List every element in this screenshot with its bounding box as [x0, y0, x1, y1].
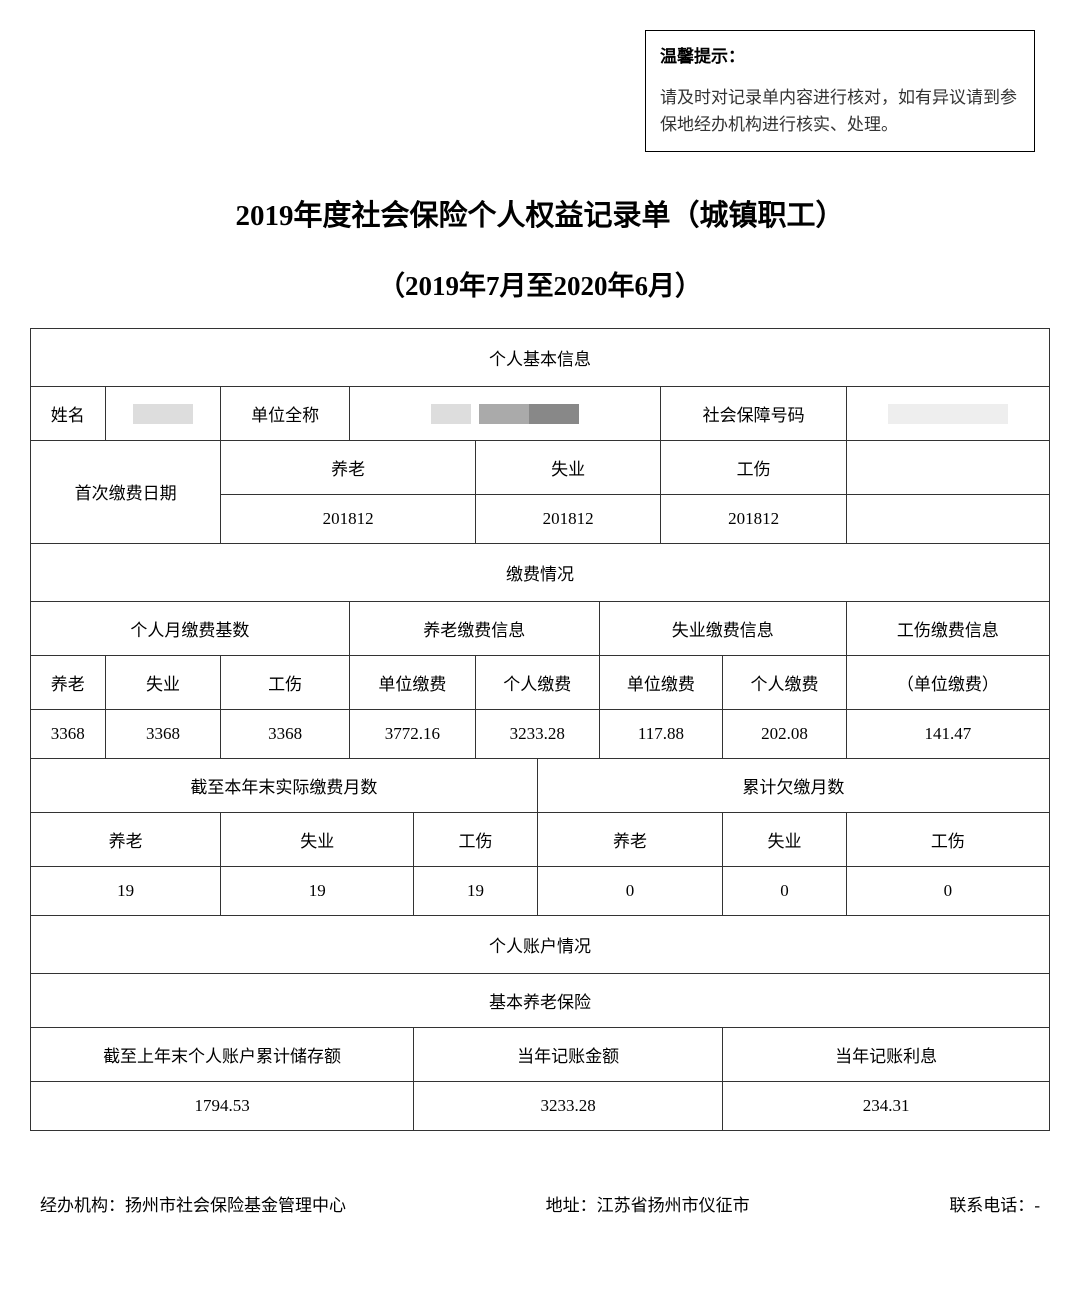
value-am-injury: 19 [414, 866, 538, 915]
value-base-injury: 3368 [221, 709, 349, 758]
value-pension-personal: 3233.28 [475, 709, 599, 758]
label-om-unemployment: 失业 [723, 812, 847, 866]
label-base-injury: 工伤 [221, 655, 349, 709]
value-firstpay-injury: 201812 [661, 494, 846, 543]
label-ssn: 社会保障号码 [661, 386, 846, 440]
value-am-unemployment: 19 [221, 866, 414, 915]
footer-phone: 联系电话：- [949, 1191, 1040, 1216]
value-base-unemployment: 3368 [105, 709, 221, 758]
label-pension-personal: 个人缴费 [475, 655, 599, 709]
main-title: 2019年度社会保险个人权益记录单（城镇职工） [30, 192, 1050, 234]
value-pension-unit: 3772.16 [349, 709, 475, 758]
label-current-amount: 当年记账金额 [414, 1027, 723, 1081]
notice-body: 请及时对记录单内容进行核对，如有异议请到参保地经办机构进行核实、处理。 [660, 84, 1020, 138]
value-current-interest: 234.31 [723, 1081, 1050, 1130]
label-basic-pension: 基本养老保险 [31, 973, 1050, 1027]
sub-title: （2019年7月至2020年6月） [30, 264, 1050, 303]
value-prev-balance: 1794.53 [31, 1081, 414, 1130]
value-firstpay-blank [846, 494, 1049, 543]
value-current-amount: 3233.28 [414, 1081, 723, 1130]
label-pension-1: 养老 [221, 440, 476, 494]
label-am-injury: 工伤 [414, 812, 538, 866]
footer-agency-value: 扬州市社会保险基金管理中心 [125, 1196, 346, 1215]
label-unemp-unit: 单位缴费 [599, 655, 723, 709]
label-om-injury: 工伤 [846, 812, 1049, 866]
label-injury-unit: （单位缴费） [846, 655, 1049, 709]
value-unit-name [349, 386, 661, 440]
label-monthly-base: 个人月缴费基数 [31, 601, 350, 655]
value-ssn [846, 386, 1049, 440]
footer-address: 地址：江苏省扬州市仪征市 [546, 1191, 750, 1216]
notice-title: 温馨提示： [660, 43, 1020, 70]
label-first-pay-date: 首次缴费日期 [31, 440, 221, 543]
value-firstpay-unemployment: 201812 [475, 494, 660, 543]
footer: 经办机构：扬州市社会保险基金管理中心 地址：江苏省扬州市仪征市 联系电话：- [30, 1191, 1050, 1216]
section-payment-info: 缴费情况 [31, 543, 1050, 601]
label-owed-months: 累计欠缴月数 [537, 758, 1049, 812]
footer-agency: 经办机构：扬州市社会保险基金管理中心 [40, 1191, 346, 1216]
footer-phone-label: 联系电话： [949, 1196, 1034, 1215]
label-current-interest: 当年记账利息 [723, 1027, 1050, 1081]
footer-address-value: 江苏省扬州市仪征市 [597, 1196, 750, 1215]
value-om-pension: 0 [537, 866, 722, 915]
section-account-info: 个人账户情况 [31, 915, 1050, 973]
label-blank-1 [846, 440, 1049, 494]
label-base-pension: 养老 [31, 655, 106, 709]
label-pension-pay-info: 养老缴费信息 [349, 601, 599, 655]
value-unemp-personal: 202.08 [723, 709, 847, 758]
value-name [105, 386, 221, 440]
label-injury-pay-info: 工伤缴费信息 [846, 601, 1049, 655]
value-base-pension: 3368 [31, 709, 106, 758]
label-name: 姓名 [31, 386, 106, 440]
value-firstpay-pension: 201812 [221, 494, 476, 543]
section-basic-info: 个人基本信息 [31, 328, 1050, 386]
label-unit-name: 单位全称 [221, 386, 349, 440]
value-om-injury: 0 [846, 866, 1049, 915]
label-unemp-personal: 个人缴费 [723, 655, 847, 709]
label-pension-unit: 单位缴费 [349, 655, 475, 709]
label-unemp-pay-info: 失业缴费信息 [599, 601, 846, 655]
label-om-pension: 养老 [537, 812, 722, 866]
notice-box: 温馨提示： 请及时对记录单内容进行核对，如有异议请到参保地经办机构进行核实、处理… [645, 30, 1035, 152]
label-prev-balance: 截至上年末个人账户累计储存额 [31, 1027, 414, 1081]
label-am-pension: 养老 [31, 812, 221, 866]
label-injury-1: 工伤 [661, 440, 846, 494]
label-base-unemployment: 失业 [105, 655, 221, 709]
footer-agency-label: 经办机构： [40, 1196, 125, 1215]
label-am-unemployment: 失业 [221, 812, 414, 866]
label-unemployment-1: 失业 [475, 440, 660, 494]
footer-phone-value: - [1034, 1196, 1040, 1215]
main-table: 个人基本信息 姓名 单位全称 社会保障号码 首次缴费日期 养老 失业 工伤 20… [30, 328, 1050, 1131]
value-injury-unit: 141.47 [846, 709, 1049, 758]
footer-address-label: 地址： [546, 1196, 597, 1215]
value-am-pension: 19 [31, 866, 221, 915]
value-unemp-unit: 117.88 [599, 709, 723, 758]
value-om-unemployment: 0 [723, 866, 847, 915]
label-actual-months: 截至本年末实际缴费月数 [31, 758, 538, 812]
